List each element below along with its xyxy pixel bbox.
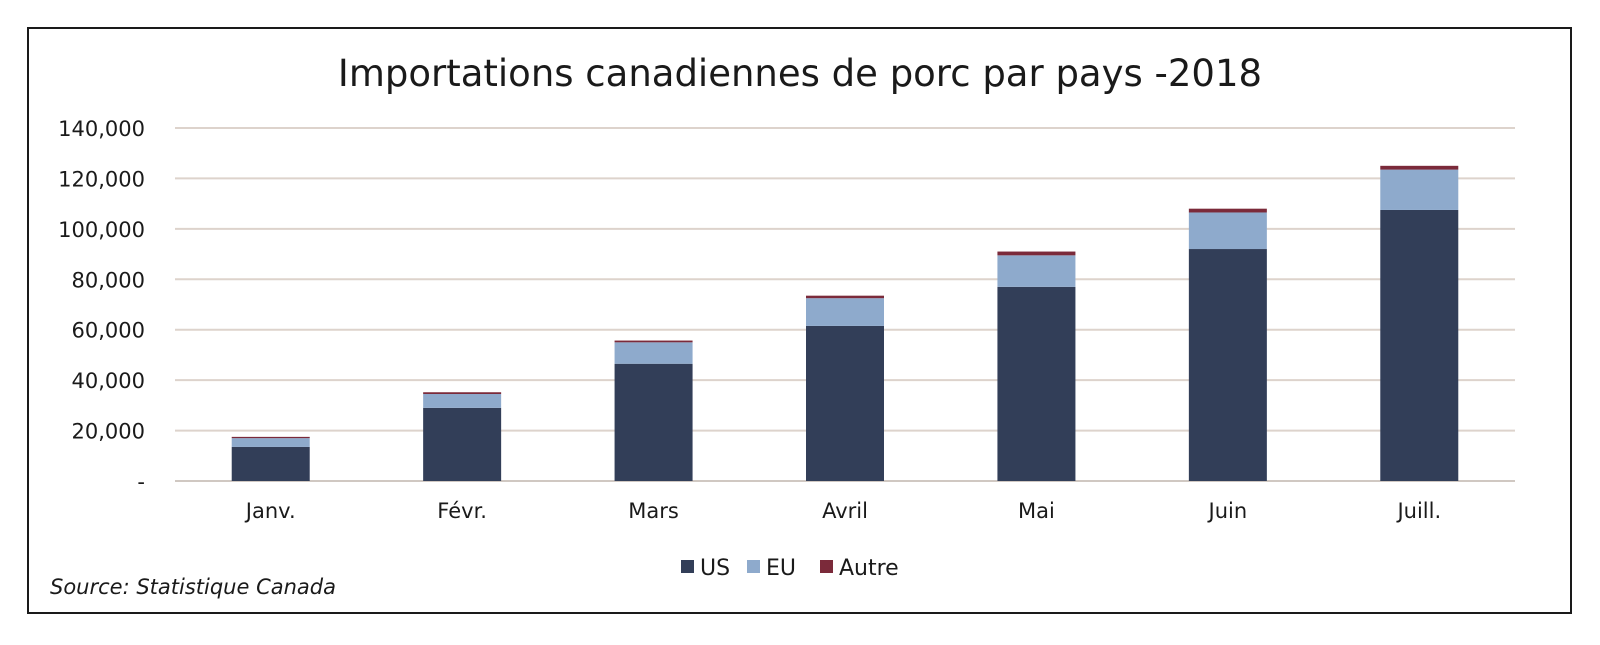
y-tick-label: - <box>137 470 145 494</box>
bar-autre-4 <box>997 251 1076 256</box>
x-tick-label: Avril <box>822 499 868 523</box>
source-note: Source: Statistique Canada <box>50 575 336 599</box>
x-tick-label: Févr. <box>437 499 487 523</box>
y-axis-ticks: - 20,000 40,000 60,000 80,000 100,000 120,000 1… <box>58 117 145 494</box>
gridlines <box>175 127 1515 482</box>
x-tick-label: Mai <box>1018 499 1055 523</box>
bar-us-1 <box>423 407 502 481</box>
x-tick-label: Juill. <box>1395 499 1441 523</box>
bar-us-0 <box>231 446 310 481</box>
bar-eu-4 <box>997 255 1076 287</box>
bar-eu-2 <box>614 342 693 364</box>
legend-swatch-eu <box>747 560 760 573</box>
bar-autre-3 <box>806 295 884 299</box>
chart-title: Importations canadiennes de porc par pay… <box>338 52 1262 95</box>
bar-us-2 <box>614 363 693 481</box>
bar-us-6 <box>1380 209 1459 482</box>
bar-autre-1 <box>423 392 502 395</box>
legend-swatch-autre <box>820 560 833 573</box>
y-tick-label: 40,000 <box>72 369 145 393</box>
legend: US EU Autre <box>681 556 899 581</box>
bars <box>231 165 1459 482</box>
legend-label-us: US <box>700 556 730 581</box>
bar-autre-0 <box>231 436 310 439</box>
bar-us-5 <box>1188 249 1267 481</box>
chart-frame <box>27 27 1572 614</box>
bar-eu-5 <box>1188 212 1267 250</box>
y-tick-label: 60,000 <box>72 319 145 343</box>
bar-eu-6 <box>1380 169 1459 210</box>
y-tick-label: 100,000 <box>58 218 145 242</box>
bar-eu-1 <box>423 394 502 408</box>
x-tick-label: Mars <box>628 499 679 523</box>
bar-autre-5 <box>1188 208 1267 213</box>
x-tick-label: Janv. <box>244 499 296 523</box>
bar-us-3 <box>806 325 884 481</box>
legend-swatch-us <box>681 560 694 573</box>
bar-us-4 <box>997 286 1076 481</box>
y-tick-label: 20,000 <box>72 420 145 444</box>
legend-label-autre: Autre <box>839 556 899 581</box>
x-axis-labels: Janv. Févr. Mars Avril Mai Juin Juill. <box>244 499 1441 523</box>
y-tick-label: 120,000 <box>58 167 145 191</box>
x-tick-label: Juin <box>1207 499 1248 523</box>
legend-label-eu: EU <box>766 556 796 581</box>
bar-eu-3 <box>806 298 884 326</box>
y-tick-label: 80,000 <box>72 268 145 292</box>
bar-eu-0 <box>231 438 310 447</box>
bar-autre-6 <box>1380 165 1459 170</box>
bar-autre-2 <box>614 340 693 343</box>
y-tick-label: 140,000 <box>58 117 145 141</box>
